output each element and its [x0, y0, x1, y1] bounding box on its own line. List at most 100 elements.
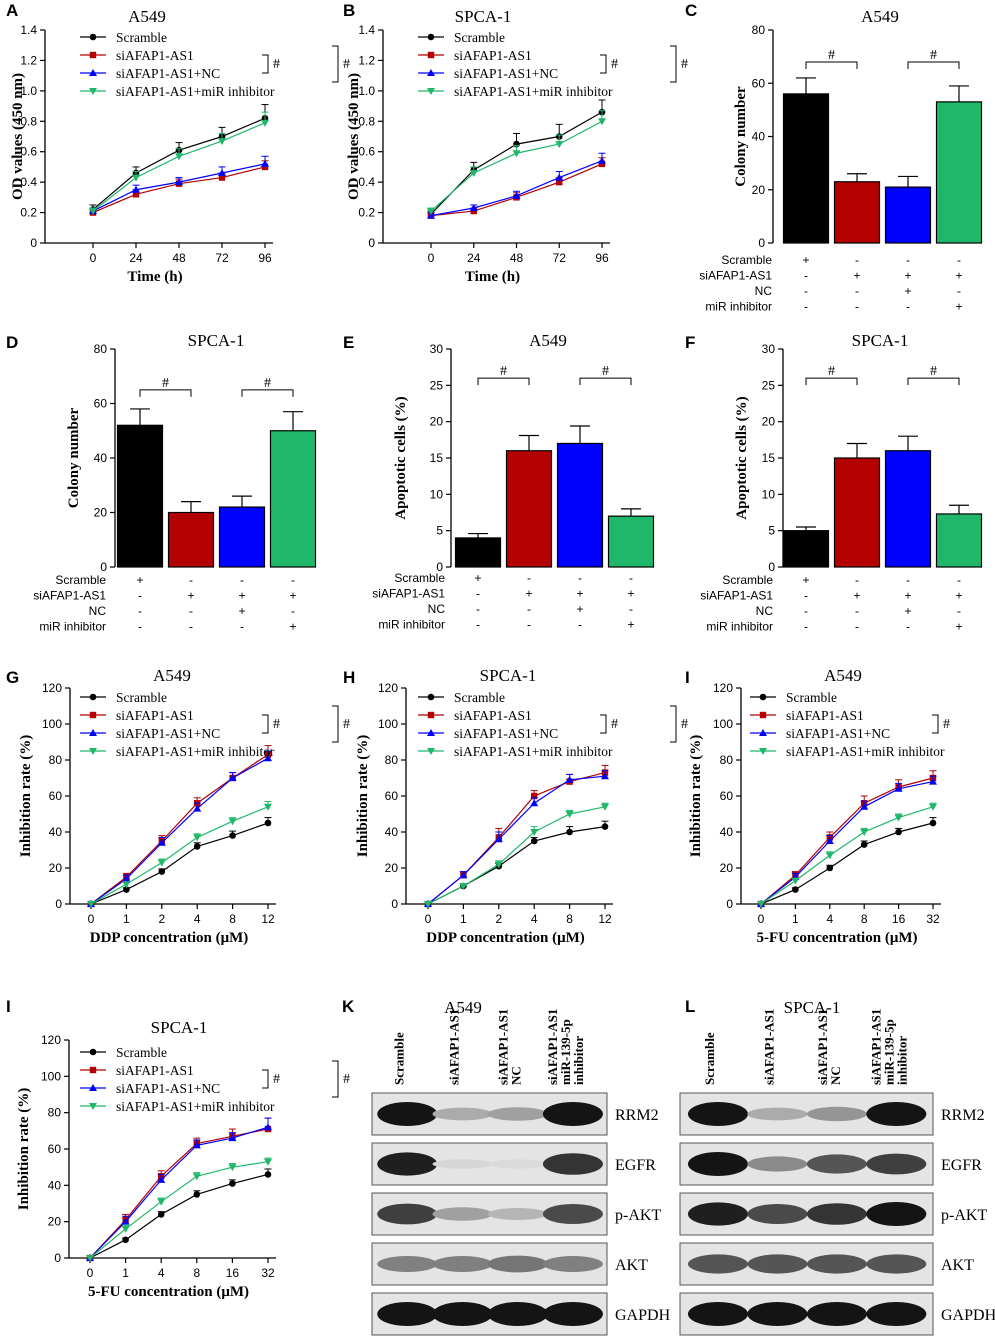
y-tick-label: 60	[48, 1142, 62, 1156]
y-tick-label: 40	[752, 130, 766, 144]
condition-mark: +	[238, 589, 245, 603]
data-point	[530, 829, 539, 836]
chart-title: A549	[529, 331, 567, 350]
condition-mark: +	[853, 589, 860, 603]
condition-mark: -	[906, 300, 910, 314]
band-label: p-AKT	[615, 1207, 661, 1224]
condition-mark: -	[527, 571, 531, 585]
blot-band	[542, 1153, 603, 1175]
panel-label: D	[6, 333, 18, 352]
data-point	[261, 119, 269, 127]
band-label: GAPDH	[615, 1307, 671, 1324]
y-tick-label: 0	[100, 560, 107, 574]
bar	[782, 530, 830, 568]
y-axis-label: OD values (450 nm)	[346, 73, 362, 200]
y-tick-label: 80	[49, 753, 63, 767]
condition-mark: +	[474, 571, 481, 585]
sig-mark: #	[343, 1072, 350, 1087]
lane-label: inhibitor	[894, 1036, 909, 1085]
condition-mark: -	[629, 602, 633, 616]
chart-title: A549	[824, 666, 862, 685]
panel-label: G	[6, 668, 19, 687]
data-point	[598, 160, 606, 168]
y-tick-label: 0	[55, 897, 62, 911]
condition-mark: -	[855, 300, 859, 314]
sig-bracket	[670, 45, 677, 83]
data-point	[894, 814, 903, 822]
blot-title: A549	[444, 998, 482, 1017]
legend-entry: siAFAP1-AS1+NC	[454, 66, 558, 81]
legend-marker	[427, 693, 435, 701]
legend-marker	[89, 1103, 97, 1110]
legend-marker	[427, 69, 435, 76]
sig-mark: #	[343, 57, 350, 72]
condition-mark: +	[904, 604, 911, 618]
y-tick-label: 20	[762, 415, 776, 429]
data-point	[228, 818, 237, 826]
data-point	[598, 156, 606, 164]
chart-title: A549	[153, 666, 191, 685]
condition-label: miR inhibitor	[705, 300, 772, 314]
data-point	[228, 1134, 237, 1142]
data-point	[264, 819, 272, 827]
sig-bracket	[670, 705, 677, 743]
condition-mark: +	[904, 589, 911, 603]
condition-mark: +	[904, 269, 911, 283]
chart-I1: 0 20 40 60 80 100 120 Inhibition rate (%) 0 1 4 8 16…	[688, 666, 950, 946]
y-tick-label: 20	[49, 861, 63, 875]
condition-mark: -	[855, 573, 859, 587]
x-tick-label: 2	[158, 912, 165, 926]
condition-mark: -	[906, 253, 910, 267]
condition-mark: -	[906, 620, 910, 634]
condition-table: Scramble + - - -siAFAP1-AS1- + + +NC - - + -miR inh…	[372, 571, 634, 632]
condition-label: miR inhibitor	[706, 620, 773, 634]
x-tick-label: 1	[460, 912, 467, 926]
chart-title: SPCA-1	[151, 1018, 208, 1037]
lane-label: miR-139-5p	[881, 1019, 896, 1085]
blot-band	[487, 1302, 548, 1326]
blot-band	[687, 1254, 748, 1274]
y-tick-label: 60	[385, 789, 399, 803]
data-point	[132, 191, 140, 198]
y-tick-label: 10	[430, 487, 444, 501]
lane-label: siAFAP1-AS1	[761, 1009, 776, 1085]
condition-mark: -	[240, 573, 244, 587]
y-axis-label: Inhibition rate (%)	[18, 735, 34, 858]
panel-label: H	[343, 668, 355, 687]
y-tick-label: 0	[768, 560, 775, 574]
x-tick-label: 0	[425, 912, 432, 926]
data-point	[193, 834, 202, 842]
x-tick-label: 0	[90, 251, 97, 265]
legend-marker	[427, 711, 435, 719]
data-point	[530, 837, 538, 845]
legend: Scramble siAFAP1-AS1 siAFAP1-AS1+NC siAFAP1…	[80, 30, 275, 99]
lane-label: Scramble	[702, 1032, 717, 1085]
data-point	[264, 754, 272, 762]
y-tick-label: 40	[49, 825, 63, 839]
x-axis-label: DDP concentration (μM)	[90, 930, 248, 946]
data-point	[791, 877, 800, 885]
condition-mark: +	[853, 269, 860, 283]
data-point	[123, 886, 130, 893]
data-point	[424, 901, 432, 908]
data-point	[175, 178, 183, 186]
condition-table: Scramble + - - -siAFAP1-AS1- + + +NC - - + -miR inh…	[699, 253, 962, 314]
condition-mark: -	[804, 284, 808, 298]
blot-band	[747, 1204, 808, 1224]
band-label: GAPDH	[941, 1307, 995, 1324]
data-point	[598, 118, 606, 126]
y-tick-label: 1.2	[20, 53, 37, 67]
blot-band	[377, 1203, 438, 1225]
series-line	[92, 117, 266, 210]
data-point	[459, 871, 468, 879]
chart-E: 0 5 10 15 20 25 30 Apoptotic cells (%) A549 # # Scr…	[372, 331, 655, 632]
blot-band	[866, 1153, 927, 1175]
condition-mark: -	[476, 618, 480, 632]
panel-label: I	[6, 997, 11, 1016]
data-point	[601, 772, 609, 780]
series-line	[427, 775, 606, 905]
data-point	[261, 163, 269, 171]
